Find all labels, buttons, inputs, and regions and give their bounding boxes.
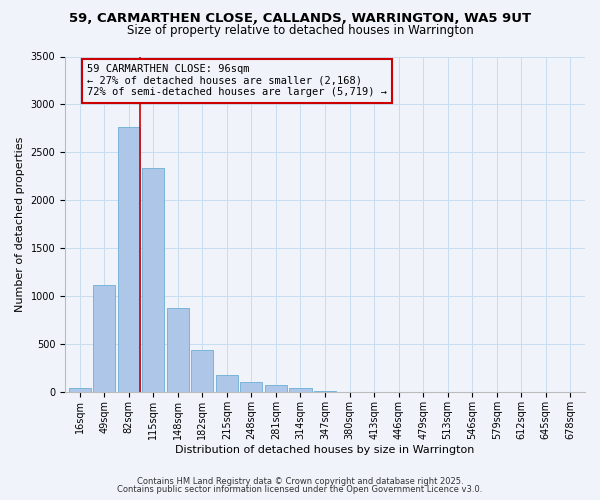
Bar [118,126,140,392]
Bar [314,390,336,392]
Text: Size of property relative to detached houses in Warrington: Size of property relative to detached ho… [127,24,473,37]
Text: Contains public sector information licensed under the Open Government Licence v3: Contains public sector information licen… [118,485,482,494]
Bar [265,385,287,392]
Bar [216,374,238,392]
Text: Contains HM Land Registry data © Crown copyright and database right 2025.: Contains HM Land Registry data © Crown c… [137,477,463,486]
Bar [289,388,311,392]
Text: 59, CARMARTHEN CLOSE, CALLANDS, WARRINGTON, WA5 9UT: 59, CARMARTHEN CLOSE, CALLANDS, WARRINGT… [69,12,531,26]
Y-axis label: Number of detached properties: Number of detached properties [15,137,25,312]
Bar [69,388,91,392]
Bar [142,168,164,392]
Text: 59 CARMARTHEN CLOSE: 96sqm
← 27% of detached houses are smaller (2,168)
72% of s: 59 CARMARTHEN CLOSE: 96sqm ← 27% of deta… [87,64,387,98]
Bar [93,285,115,393]
Bar [191,350,214,393]
X-axis label: Distribution of detached houses by size in Warrington: Distribution of detached houses by size … [175,445,475,455]
Bar [241,382,262,392]
Bar [167,308,189,392]
